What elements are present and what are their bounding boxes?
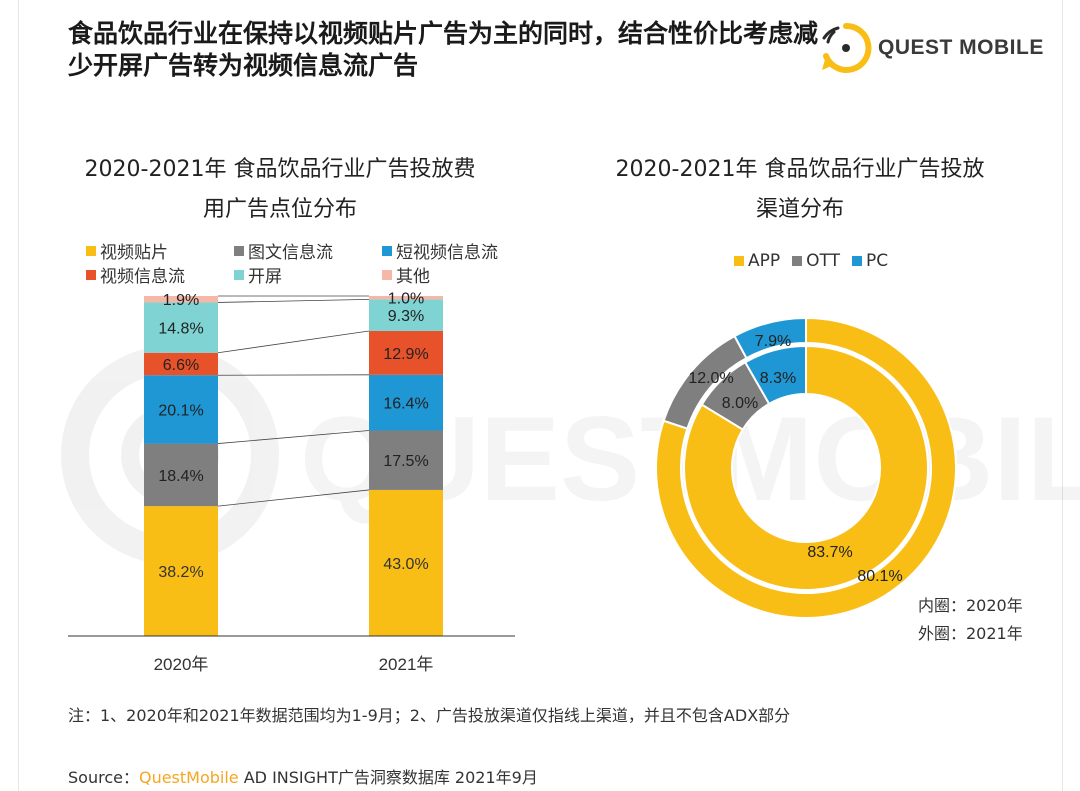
quest-mobile-logo: QUEST MOBILE	[818, 20, 1043, 76]
bar-value-label: 38.2%	[158, 564, 203, 581]
donut-value-label: 8.3%	[760, 370, 796, 387]
bar-segment	[369, 330, 443, 375]
bar-value-labels: 38.2% 18.4% 20.1% 6.6% 14.8% 1.9% 43.0% 17.5% 16…	[158, 291, 428, 581]
legend-label: 短视频信息流	[396, 243, 498, 263]
legend-label: 视频信息流	[100, 267, 185, 287]
bar-segment	[144, 506, 218, 636]
bar-segment	[144, 302, 218, 353]
x-axis-tick-labels: 2020年 2021年	[154, 655, 434, 674]
legend-swatch	[382, 269, 392, 280]
legend-item-short-video-feed: 短视频信息流	[382, 238, 498, 263]
legend-swatch	[86, 245, 96, 256]
bar-value-label: 18.4%	[158, 468, 203, 485]
legend-label: 开屏	[248, 267, 282, 287]
page-headline: 食品饮品行业在保持以视频贴片广告为主的同时，结合性价比考虑减少开屏广告转为视频信…	[68, 19, 819, 80]
legend-label: PC	[866, 251, 889, 271]
donut-value-label: 12.0%	[688, 370, 733, 387]
legend-label: 视频贴片	[100, 243, 168, 263]
chart1-title: 2020-2021年 食品饮品行业广告投放费 用广告点位分布	[60, 150, 500, 230]
legend-swatch	[792, 256, 803, 266]
connector-line	[217, 330, 370, 354]
bar-value-label: 6.6%	[163, 357, 199, 374]
x-tick-label: 2021年	[379, 655, 434, 674]
donut-slice	[733, 316, 807, 360]
legend-item-other: 其他	[382, 262, 430, 287]
bar-segment	[369, 296, 443, 300]
bar-value-label: 1.9%	[163, 292, 199, 309]
frame-border-left	[18, 0, 19, 791]
legend-swatch	[86, 269, 96, 280]
bar-value-label: 12.9%	[383, 346, 428, 363]
footnote: 注：1、2020年和2021年数据范围均为1-9月；2、广告投放渠道仅指线上渠道…	[68, 706, 791, 725]
legend-item-app: APP	[734, 251, 780, 271]
bar-segment	[144, 375, 218, 444]
legend-item-image-feed: 图文信息流	[234, 238, 333, 263]
bar-segment	[144, 443, 218, 507]
chart2-title-line1: 2020-2021年 食品饮品行业广告投放	[615, 157, 985, 182]
source-brand: QuestMobile	[138, 768, 239, 787]
chart1-title-line2: 用广告点位分布	[202, 197, 357, 222]
legend-label: 其他	[396, 267, 430, 287]
inner-ring-note: 内圈：2020年	[918, 596, 1023, 615]
donut-slice	[743, 344, 807, 406]
chart2-legend: APP OTT PC	[734, 251, 888, 271]
bar-segment	[144, 352, 218, 376]
donut-value-label: 7.9%	[755, 333, 791, 350]
donut-value-label: 83.7%	[807, 544, 852, 561]
bar-value-label: 43.0%	[383, 556, 428, 573]
bar-segment	[369, 374, 443, 431]
legend-label: OTT	[806, 251, 840, 271]
bar-value-label: 17.5%	[383, 453, 428, 470]
donut-value-label: 8.0%	[722, 395, 758, 412]
legend-label: 图文信息流	[248, 243, 333, 263]
bar-value-label: 16.4%	[383, 396, 428, 413]
bar-segment	[369, 489, 443, 636]
source-line: Source：QuestMobile AD INSIGHT广告洞察数据库 202…	[68, 764, 538, 788]
connector-line	[217, 298, 370, 303]
legend-swatch	[852, 256, 862, 266]
connector-line	[217, 489, 370, 507]
bar-segment	[369, 299, 443, 331]
bar-segment	[144, 296, 218, 303]
bar-value-label: 20.1%	[158, 402, 203, 419]
legend-swatch	[382, 245, 392, 256]
legend-swatch	[234, 269, 244, 280]
quest-mobile-logo-icon	[822, 22, 872, 73]
donut-value-labels: 83.7% 8.0%8.3% 80.1% 12.0% 7.9%	[688, 333, 902, 585]
source-rest: AD INSIGHT广告洞察数据库 2021年9月	[238, 768, 538, 787]
chart1-title-line1: 2020-2021年 食品饮品行业广告投放费	[84, 157, 476, 182]
legend-swatch	[234, 245, 244, 256]
x-tick-label: 2020年	[154, 655, 209, 674]
connector-line	[217, 430, 370, 444]
bar-connector-lines	[217, 295, 370, 507]
donut-slice	[683, 344, 929, 591]
legend-item-ott: OTT	[792, 251, 840, 271]
bar-value-label: 1.0%	[388, 291, 424, 308]
legend-label: APP	[748, 251, 781, 271]
bar-value-label: 9.3%	[388, 308, 424, 325]
frame-border-right	[1062, 0, 1063, 791]
bar-segment	[369, 430, 443, 490]
legend-item-splash: 开屏	[234, 262, 282, 287]
chart2-title: 2020-2021年 食品饮品行业广告投放 渠道分布	[590, 150, 1010, 230]
outer-ring-note: 外圈：2021年	[918, 624, 1023, 643]
legend-item-video-feed: 视频信息流	[86, 262, 185, 287]
legend-item-pc: PC	[852, 251, 888, 271]
chart2-title-line2: 渠道分布	[755, 197, 844, 222]
donut-slice	[655, 316, 957, 619]
legend-item-video-preroll: 视频贴片	[86, 238, 168, 263]
logo-text: QUEST MOBILE	[878, 36, 1044, 59]
donut-value-label: 80.1%	[857, 568, 902, 585]
source-prefix: Source：	[68, 768, 139, 787]
bar-segments	[144, 296, 443, 636]
donut-slices	[655, 316, 957, 619]
legend-swatch	[734, 256, 744, 266]
bar-value-label: 14.8%	[158, 321, 203, 338]
